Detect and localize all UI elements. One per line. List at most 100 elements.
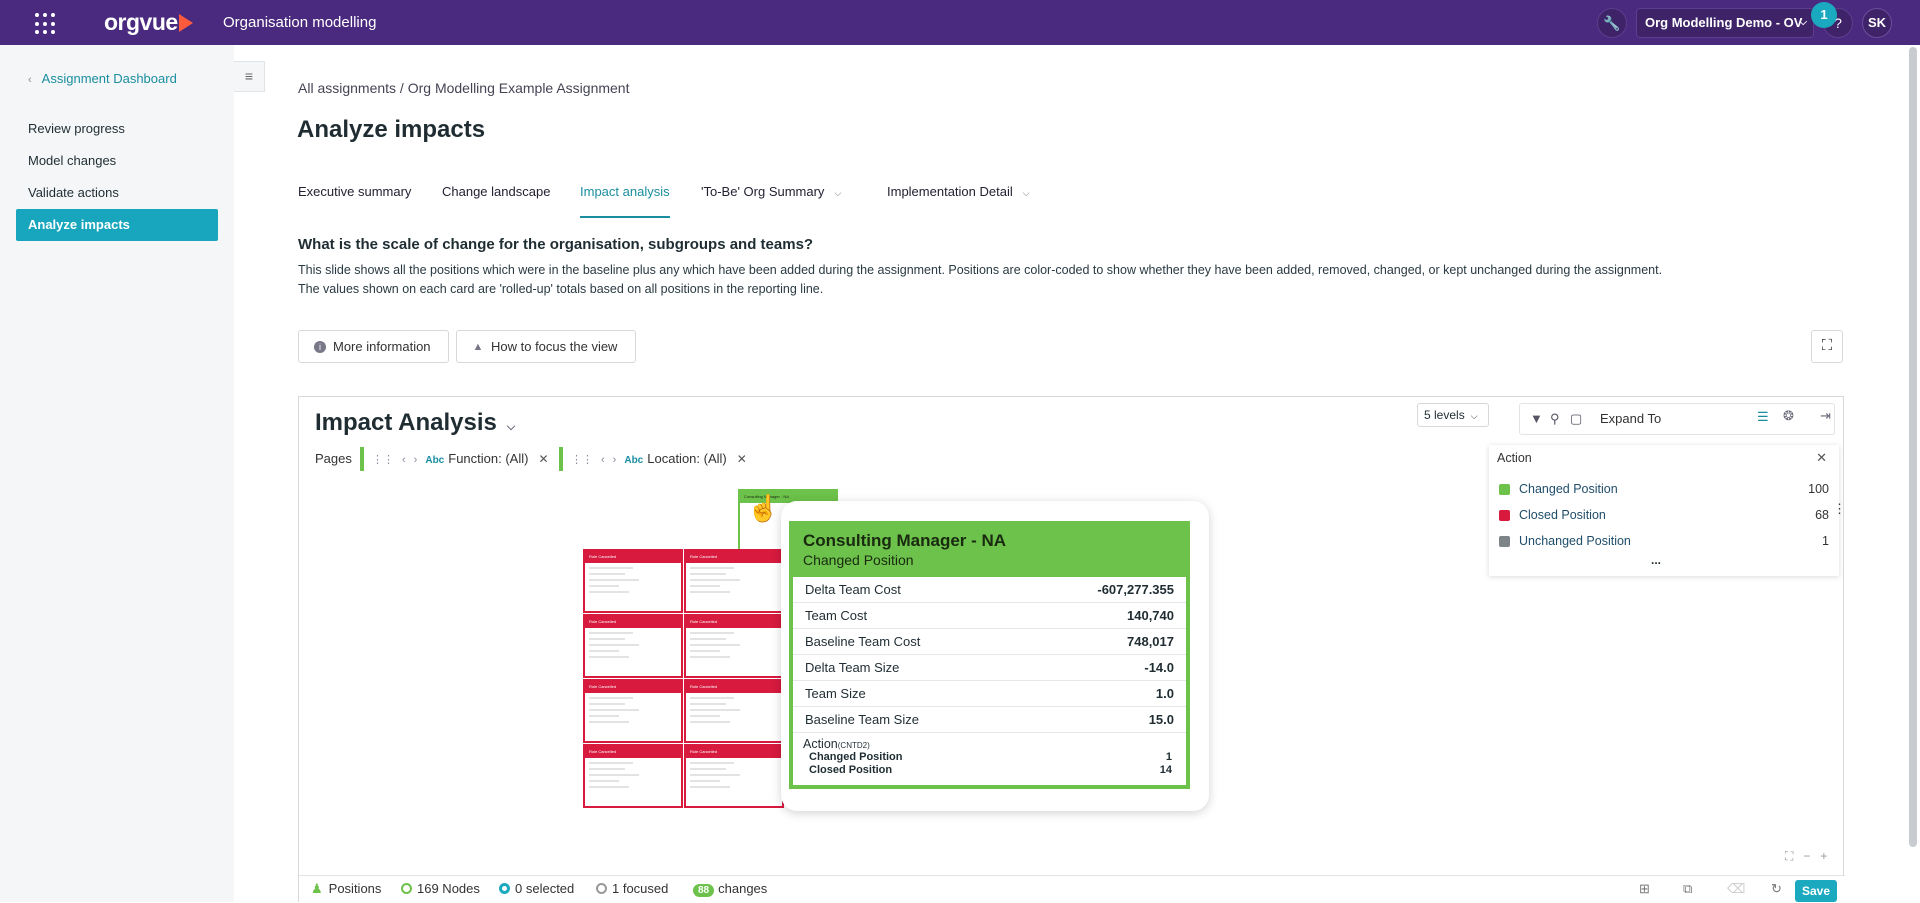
export-icon[interactable]: ⇥ xyxy=(1820,408,1831,423)
card-row-label: Delta Team Cost xyxy=(805,582,901,597)
selected-icon xyxy=(499,883,510,894)
more-information-button[interactable]: i More information xyxy=(298,330,449,363)
org-card-line xyxy=(690,579,740,581)
panel-title[interactable]: Impact Analysis ⌵ xyxy=(315,409,515,437)
close-icon[interactable]: ✕ xyxy=(538,452,549,466)
how-to-focus-button[interactable]: ▲ How to focus the view xyxy=(456,330,636,363)
tab-label: Implementation Detail xyxy=(887,184,1013,199)
org-card-closed[interactable]: Role Cancelled xyxy=(684,614,784,678)
breadcrumb[interactable]: All assignments / Org Modelling Example … xyxy=(298,80,630,96)
back-to-dashboard-link[interactable]: ‹ Assignment Dashboard xyxy=(28,71,177,86)
org-card-line xyxy=(589,709,639,711)
legend-item-closed[interactable]: Closed Position 68 xyxy=(1497,505,1831,525)
focused-label: 1 focused xyxy=(612,881,669,896)
zoom-controls[interactable]: ⛶−+ xyxy=(1785,849,1838,863)
card-row-value: 748,017 xyxy=(1127,634,1174,649)
card-row-value: 15.0 xyxy=(1148,712,1174,727)
legend-count: 68 xyxy=(1815,508,1829,522)
org-card-header: Role Cancelled xyxy=(585,746,681,758)
filter-function[interactable]: ⋮⋮ ‹ › Abc Function: (All) ✕ xyxy=(360,447,556,471)
close-icon[interactable]: ✕ xyxy=(736,452,747,466)
changes-badge: 88 xyxy=(693,884,715,897)
changes-label: changes xyxy=(718,881,768,896)
notification-badge[interactable]: 1 xyxy=(1811,2,1837,28)
sidebar-item-review-progress[interactable]: Review progress xyxy=(28,121,125,136)
org-card-closed[interactable]: Role Cancelled xyxy=(684,679,784,743)
tab-to-be-org-summary[interactable]: 'To-Be' Org Summary ⌵ xyxy=(701,184,841,218)
legend-swatch xyxy=(1499,536,1510,547)
legend-item-changed[interactable]: Changed Position 100 xyxy=(1497,479,1831,499)
tab-implementation-detail[interactable]: Implementation Detail ⌵ xyxy=(887,184,1030,218)
workspace-select[interactable]: Org Modelling Demo - OV ⌵ xyxy=(1636,8,1814,38)
focused-icon xyxy=(596,883,607,894)
expand-levels-select[interactable]: 5 levels ⌵ xyxy=(1417,403,1489,427)
chevron-right-icon[interactable]: › xyxy=(612,454,617,466)
card-subtitle: Changed Position xyxy=(803,552,914,568)
wrench-icon[interactable]: 🔧 xyxy=(1597,8,1627,38)
legend-label: Unchanged Position xyxy=(1519,534,1631,548)
legend-swatch xyxy=(1499,510,1510,521)
org-card-line xyxy=(589,579,639,581)
collapse-sidebar-icon[interactable]: ≡ xyxy=(234,61,265,92)
tab-change-landscape[interactable]: Change landscape xyxy=(442,184,551,199)
org-card-closed[interactable]: Role Cancelled xyxy=(583,614,683,678)
card-row-team-size: Team Size 1.0 xyxy=(793,681,1186,707)
selected-status[interactable]: 0 selected xyxy=(499,881,574,896)
chevron-left-icon[interactable]: ‹ xyxy=(402,454,406,466)
drag-handle-icon[interactable]: ⋮⋮ xyxy=(571,454,593,466)
more-options-icon[interactable]: ⋮ xyxy=(1833,501,1846,516)
refresh-icon[interactable]: ↻ xyxy=(1771,881,1782,896)
section-description: This slide shows all the positions which… xyxy=(298,261,1662,299)
filter-icon[interactable]: ▼ xyxy=(1530,411,1543,426)
app-title: Organisation modelling xyxy=(223,14,377,31)
sidebar-item-validate-actions[interactable]: Validate actions xyxy=(28,185,119,200)
position-detail-card[interactable]: Consulting Manager - NA Changed Position… xyxy=(789,521,1190,789)
org-card-line xyxy=(690,632,734,634)
card-row-baseline-team-size: Baseline Team Size 15.0 xyxy=(793,707,1186,733)
legend-count: 1 xyxy=(1822,534,1829,548)
org-chart-canvas[interactable]: Consulting Manager - NA Role Cancelled Ro… xyxy=(299,483,1845,859)
filter-location[interactable]: ⋮⋮ ‹ › Abc Location: (All) ✕ xyxy=(559,447,757,471)
panel-title-label: Impact Analysis xyxy=(315,409,497,436)
legend-item-unchanged[interactable]: Unchanged Position 1 xyxy=(1497,531,1831,551)
chevron-left-icon[interactable]: ‹ xyxy=(601,454,605,466)
org-card-closed[interactable]: Role Cancelled xyxy=(583,679,683,743)
org-card-line xyxy=(589,774,639,776)
org-card-closed[interactable]: Role Cancelled xyxy=(583,744,683,808)
search-icon[interactable]: ⚲ xyxy=(1550,411,1560,426)
focused-status[interactable]: 1 focused xyxy=(596,881,668,896)
positions-status[interactable]: ♟ Positions xyxy=(311,881,381,897)
chevron-down-icon: ⌵ xyxy=(1470,411,1478,421)
org-card-closed[interactable]: Role Cancelled xyxy=(684,549,784,613)
legend-more[interactable]: ... xyxy=(1651,553,1662,567)
trash-icon[interactable]: ⌫ xyxy=(1727,881,1746,896)
legend-title: Action xyxy=(1497,451,1532,465)
org-card-closed[interactable]: Role Cancelled xyxy=(583,549,683,613)
org-card-closed[interactable]: Role Cancelled xyxy=(684,744,784,808)
org-card-label: Role Cancelled xyxy=(690,619,718,624)
drag-handle-icon[interactable]: ⋮⋮ xyxy=(372,454,394,466)
comment-icon[interactable]: ▢ xyxy=(1570,411,1583,426)
tab-executive-summary[interactable]: Executive summary xyxy=(298,184,412,199)
avatar[interactable]: SK xyxy=(1862,8,1892,38)
copy-icon[interactable]: ⧉ xyxy=(1683,881,1693,896)
page-title: Analyze impacts xyxy=(297,116,486,143)
add-icon[interactable]: ⊞ xyxy=(1639,881,1650,896)
palette-icon[interactable]: ❂ xyxy=(1783,408,1794,423)
card-row-team-cost: Team Cost 140,740 xyxy=(793,603,1186,629)
close-icon[interactable]: ✕ xyxy=(1816,450,1827,465)
chevron-right-icon[interactable]: › xyxy=(413,454,418,466)
sidebar-item-model-changes[interactable]: Model changes xyxy=(28,153,117,168)
list-view-icon[interactable]: ☰ xyxy=(1757,409,1769,424)
sidebar-item-analyze-impacts[interactable]: Analyze impacts xyxy=(16,209,218,241)
page-scrollbar[interactable] xyxy=(1909,47,1917,847)
changes-status[interactable]: 88 changes xyxy=(693,881,767,897)
card-action-row-value: 14 xyxy=(1159,764,1172,776)
org-card-header: Role Cancelled xyxy=(686,681,782,693)
app-grid-icon[interactable] xyxy=(35,13,57,35)
brand-logo[interactable]: orgvue xyxy=(104,9,178,35)
fullscreen-icon[interactable]: ⛶ xyxy=(1811,330,1843,363)
tab-impact-analysis[interactable]: Impact analysis xyxy=(580,184,670,218)
save-button[interactable]: Save xyxy=(1795,880,1837,902)
org-card-line xyxy=(589,703,625,705)
